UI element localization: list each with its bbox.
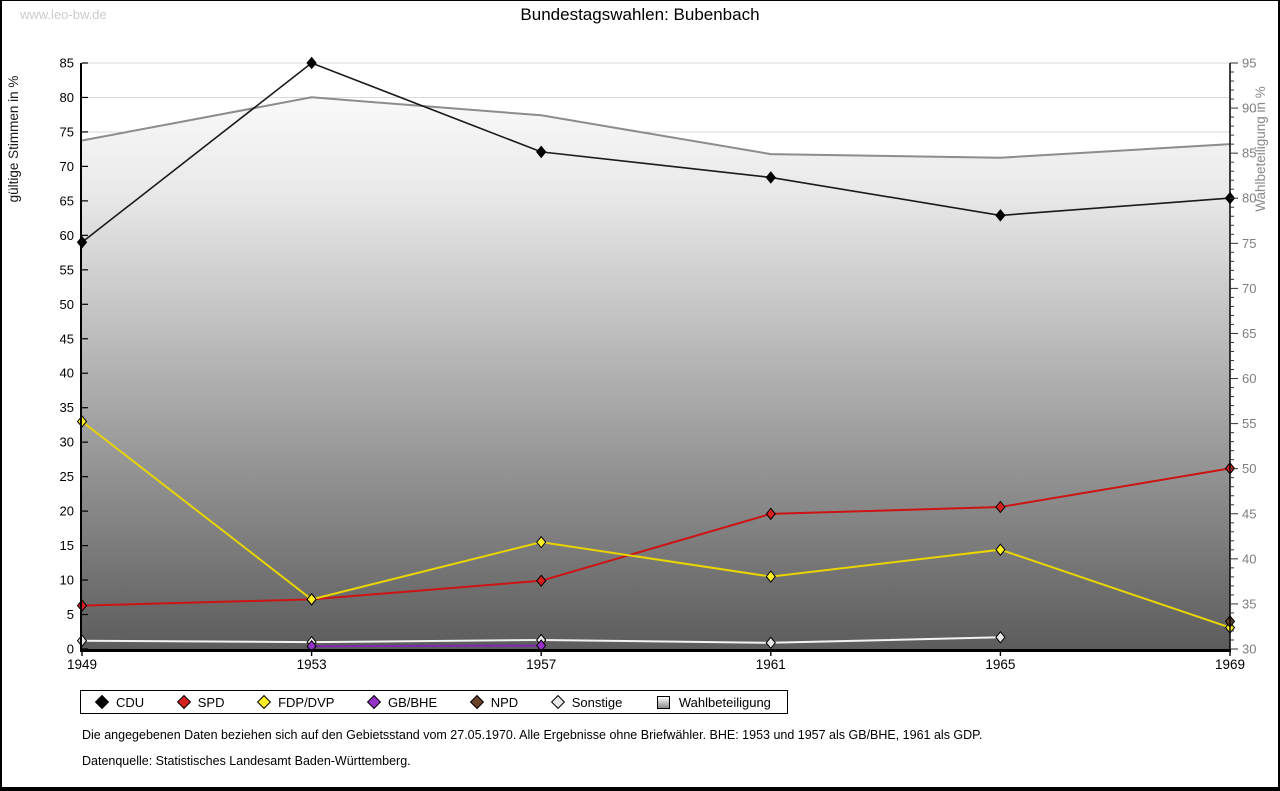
cdu-marker	[995, 209, 1006, 222]
gb-bhe-line	[311, 644, 542, 648]
legend-label: NPD	[490, 694, 519, 710]
fdp-dvp-marker	[995, 543, 1006, 557]
left-tick-label: 20	[60, 504, 74, 519]
wahlbeteiligung-legend-marker	[656, 695, 670, 709]
legend-item-npd: NPD	[469, 694, 519, 710]
sonstige-marker	[995, 630, 1006, 644]
legend-item-sonstige: Sonstige	[550, 694, 623, 710]
cdu-legend-marker	[94, 694, 110, 710]
cdu-marker	[765, 171, 776, 184]
legend-label: Wahlbeteiligung	[678, 694, 771, 710]
spd-marker	[995, 500, 1006, 514]
cdu-line	[81, 62, 1231, 243]
fdp-dvp-legend-marker	[256, 694, 272, 710]
x-tick-label: 1953	[297, 657, 327, 672]
sonstige-marker	[765, 636, 776, 650]
left-tick-label: 10	[60, 573, 74, 588]
legend-label: Sonstige	[571, 694, 623, 710]
right-tick-label: 45	[1242, 506, 1256, 521]
left-tick-label: 5	[67, 607, 74, 622]
x-tick-label: 1957	[526, 657, 556, 672]
left-tick-label: 55	[60, 262, 74, 277]
right-tick-label: 90	[1242, 101, 1256, 116]
legend-item-fdp-dvp: FDP/DVP	[256, 694, 335, 710]
watermark-leo-bw: www.leo-bw.de	[20, 7, 107, 22]
right-tick-label: 40	[1242, 551, 1256, 566]
left-tick-label: 65	[60, 193, 74, 208]
election-chart: 0 5 10 15 20 25 30 35 40 45 50 55 60 65 70 75 80 85 30 35 40…	[6, 56, 1268, 673]
legend-item-cdu: CDU	[94, 694, 145, 710]
left-tick-label: 70	[60, 159, 74, 174]
wahlbeteiligung-line	[81, 96, 1231, 159]
legend-label: FDP/DVP	[278, 694, 335, 710]
right-tick-label: 70	[1242, 281, 1256, 296]
right-tick-label: 30	[1242, 642, 1256, 657]
chart-legend: CDU SPD FDP/DVP GB/BHE NPD Sonstige Wahlbeteil…	[80, 690, 788, 714]
legend-label: SPD	[197, 694, 225, 710]
wahlbeteiligung-area	[82, 97, 1230, 650]
x-tick-label: 1969	[1215, 657, 1245, 672]
left-tick-label: 40	[60, 366, 74, 381]
x-tick-label: 1949	[67, 657, 97, 672]
x-tick-label: 1961	[756, 657, 786, 672]
cdu-marker	[306, 56, 317, 70]
npd-legend-marker	[469, 694, 484, 710]
x-tick-label: 1965	[985, 657, 1015, 672]
fdp-dvp-marker	[765, 570, 776, 583]
right-tick-label: 80	[1242, 191, 1256, 206]
left-tick-label: 50	[60, 297, 74, 312]
fdp-dvp-marker	[536, 535, 547, 549]
legend-label: GB/BHE	[387, 694, 438, 710]
left-tick-label: 60	[60, 228, 74, 243]
right-tick-label: 55	[1242, 416, 1256, 431]
left-tick-label: 0	[67, 642, 74, 657]
legend-item-spd: SPD	[176, 694, 225, 710]
right-axis-title: Wahlbeteiligung in %	[1253, 86, 1268, 212]
spd-line	[81, 467, 1231, 607]
fdp-dvp-marker	[306, 593, 317, 606]
spd-legend-marker	[176, 694, 191, 710]
left-tick-label: 85	[60, 56, 74, 71]
cdu-marker	[536, 145, 547, 159]
left-tick-label: 35	[60, 400, 74, 415]
spd-marker	[536, 574, 547, 588]
left-tick-label: 80	[60, 90, 74, 105]
right-tick-label: 60	[1242, 371, 1256, 386]
legend-item-wahlbeteiligung: Wahlbeteiligung	[656, 694, 771, 710]
legend-item-gb-bhe: GB/BHE	[366, 694, 438, 710]
sonstige-legend-marker	[550, 694, 565, 710]
right-tick-label: 75	[1242, 236, 1256, 251]
fdp-dvp-line	[81, 420, 1231, 629]
left-tick-label: 45	[60, 331, 74, 346]
right-tick-label: 65	[1242, 326, 1256, 341]
right-tick-label: 35	[1242, 596, 1256, 611]
right-tick-label: 85	[1242, 146, 1256, 161]
footnote-data-source: Datenquelle: Statistisches Landesamt Bad…	[82, 754, 411, 768]
left-tick-label: 15	[60, 538, 74, 553]
right-tick-label: 95	[1242, 56, 1256, 71]
chart-title: Bundestagswahlen: Bubenbach	[520, 5, 760, 24]
gb-bhe-legend-marker	[366, 694, 382, 710]
left-tick-label: 30	[60, 435, 74, 450]
left-tick-label: 75	[60, 124, 74, 139]
right-tick-label: 50	[1242, 461, 1256, 476]
left-tick-label: 25	[60, 469, 74, 484]
spd-marker	[765, 507, 776, 521]
legend-label: CDU	[116, 694, 145, 710]
footnote-data-basis: Die angegebenen Daten beziehen sich auf …	[82, 728, 983, 742]
left-axis-title: gültige Stimmen in %	[6, 76, 21, 203]
